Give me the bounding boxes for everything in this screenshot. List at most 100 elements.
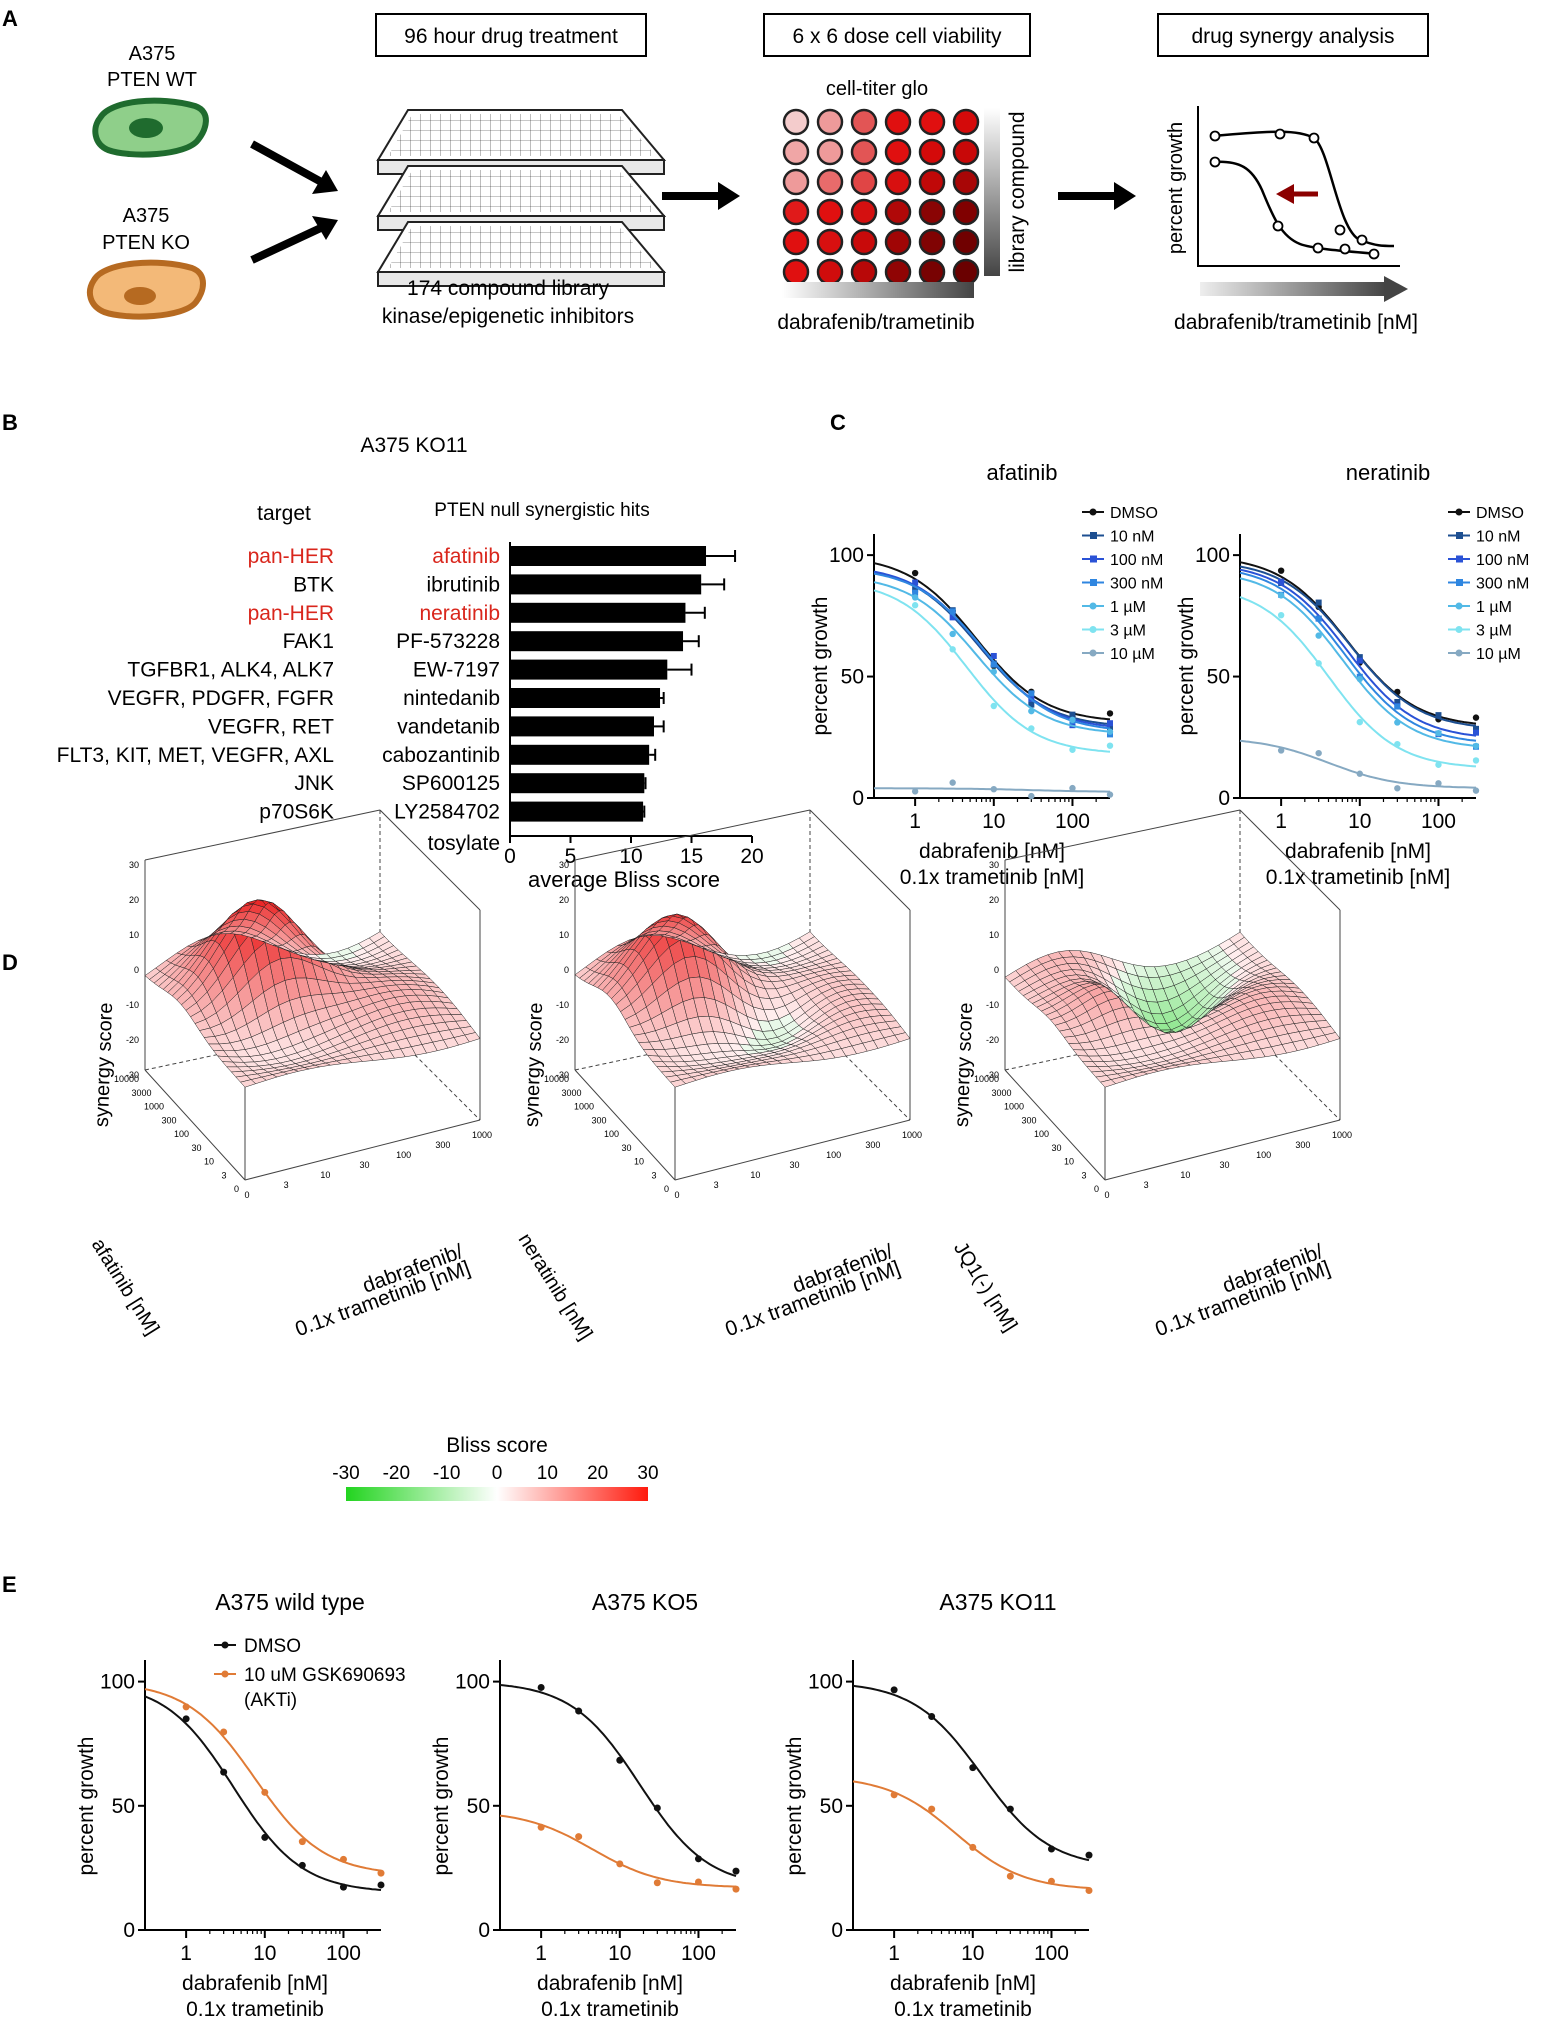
z-tick-label: -20	[986, 1035, 999, 1045]
legend-marker	[1455, 626, 1463, 633]
y-tick-label: 0	[664, 1184, 669, 1194]
akti-chart-A375-wild-type: A375 wild type 0 50 100 1 10 100 percent growth…	[75, 1589, 406, 2021]
z-tick-label: 10	[559, 930, 569, 940]
data-point	[1028, 792, 1035, 800]
panel-d: afatinib3020100-10-20-301000030001000300…	[87, 809, 1352, 1344]
x-axis-label-1: dabrafenib [nM]	[919, 840, 1065, 863]
y-tick-label: 0	[234, 1184, 239, 1194]
fit-curve	[1239, 565, 1477, 727]
legend-label: 300 nM	[1476, 576, 1529, 593]
bar	[510, 602, 686, 623]
hit-label: ibrutinib	[426, 573, 500, 596]
z-tick-label: 20	[989, 895, 999, 905]
legend-marker	[221, 1641, 229, 1649]
x-tick-label: 1	[1275, 810, 1287, 833]
z-tick-label: 30	[129, 860, 139, 870]
legend-label: DMSO	[1476, 505, 1524, 522]
plate-well	[816, 138, 844, 166]
box-edge	[1004, 809, 1241, 861]
data-point	[616, 1756, 624, 1764]
plate-well	[850, 168, 878, 196]
fit-curve	[852, 1684, 1090, 1862]
data-point	[1394, 698, 1401, 705]
chart-title: A375 wild type	[215, 1589, 365, 1615]
cell-ko-nucleus-icon	[124, 287, 156, 305]
z-tick-label: 30	[559, 860, 569, 870]
data-point	[377, 1869, 385, 1877]
target-label: BTK	[293, 573, 334, 596]
data-point	[990, 668, 997, 675]
box-edge	[1104, 1119, 1341, 1181]
hit-label: PF-573228	[396, 630, 500, 653]
data-point	[990, 702, 997, 710]
surface-cell	[1324, 1032, 1341, 1043]
plate-well	[850, 228, 878, 256]
legend-label: 10 uM GSK690693	[244, 1665, 406, 1686]
step3-ylabel: percent growth	[1165, 122, 1187, 254]
akti-chart-A375-KO11: A375 KO11 0 50 100 1 10 100 percent growth dabra…	[783, 1589, 1093, 2021]
data-point	[1356, 675, 1363, 683]
data-point	[912, 579, 919, 586]
bar	[510, 574, 702, 595]
data-point	[694, 1855, 702, 1863]
y-tick-label: 100	[829, 544, 864, 567]
y-tick-label: 100	[100, 1671, 135, 1694]
data-point	[1435, 761, 1442, 768]
fit-curve	[1239, 596, 1477, 768]
bliss-gradient	[346, 1487, 648, 1501]
hit-label-suffix: tosylate	[428, 832, 500, 855]
y-tick-label: 10	[634, 1157, 644, 1167]
plate-well	[884, 258, 912, 286]
legend-marker	[1090, 532, 1097, 539]
y-tick-label: 0	[123, 1919, 135, 1942]
y-tick-label: 300	[591, 1115, 606, 1125]
x-axis-label-1: dabrafenib [nM]	[182, 1972, 328, 1995]
y-tick-label: 100	[808, 1671, 843, 1694]
legend-marker	[1089, 649, 1097, 657]
akti-legend: DMSO 10 uM GSK690693 (AKTi)	[214, 1636, 406, 1711]
z-axis-label: synergy score	[91, 1002, 117, 1127]
data-point	[890, 1791, 898, 1799]
data-point	[339, 1883, 347, 1891]
y-tick-label: 50	[467, 1795, 490, 1818]
target-label: pan-HER	[248, 602, 334, 625]
plate-well	[816, 258, 844, 286]
x-tick-label: 1	[888, 1942, 900, 1965]
data-point	[949, 608, 956, 615]
y-axis-label: percent growth	[809, 597, 832, 736]
y-tick-label: 0	[1218, 787, 1230, 810]
box-edge	[809, 809, 911, 911]
step3-box	[1157, 13, 1429, 57]
data-point	[1278, 578, 1285, 585]
data-point	[377, 1881, 385, 1889]
data-point	[912, 589, 919, 596]
x-tick-label: 100	[681, 1942, 716, 1965]
plate-well	[816, 108, 844, 136]
hit-label: EW-7197	[413, 659, 500, 682]
y-tick-label: 0	[852, 787, 864, 810]
data-point	[1435, 730, 1442, 737]
data-point	[339, 1855, 347, 1863]
data-point	[969, 1843, 977, 1851]
y-tick-label: 1000	[574, 1102, 594, 1112]
z-tick-label: -30	[556, 1070, 569, 1080]
data-point	[1028, 690, 1035, 697]
data-point	[1006, 1872, 1014, 1880]
plate-x-gradient	[782, 282, 974, 298]
y-axis-label: percent growth	[430, 1737, 453, 1876]
arrow-wt-icon	[250, 140, 338, 194]
data-point	[1315, 615, 1322, 622]
y-axis-label: percent growth	[75, 1737, 98, 1876]
plate-well	[918, 228, 946, 256]
data-point	[1106, 728, 1114, 735]
legend-marker	[1089, 508, 1097, 516]
x-tick-label: 1	[909, 810, 921, 833]
data-point	[1472, 787, 1480, 794]
plate-well	[884, 108, 912, 136]
bar	[510, 546, 707, 566]
x-axis-label-1: dabrafenib [nM]	[537, 1972, 683, 1995]
data-point	[1472, 714, 1480, 721]
legend-label: DMSO	[1110, 505, 1158, 522]
panel-label-b: B	[2, 410, 18, 435]
